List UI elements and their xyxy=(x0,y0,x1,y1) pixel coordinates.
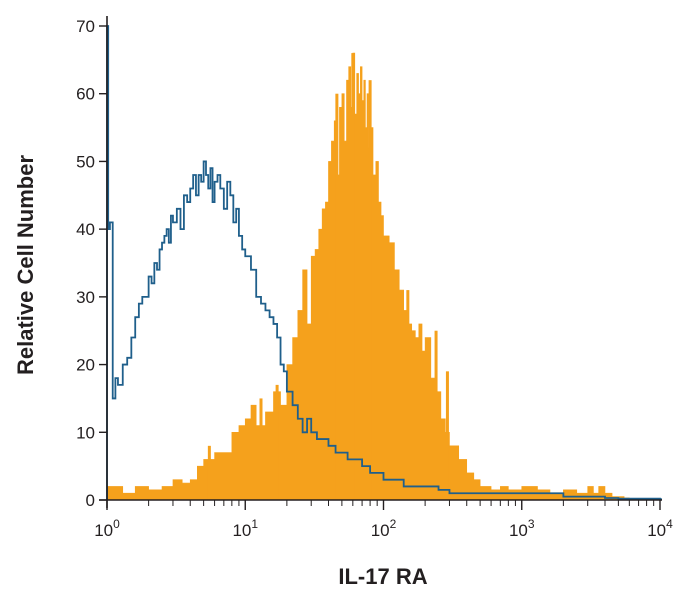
outline-histogram-line xyxy=(106,25,662,501)
y-tick-label-1: 10 xyxy=(76,423,95,442)
filled-histogram-spike-6 xyxy=(406,290,410,500)
filled-histogram-series xyxy=(106,52,632,501)
x-tick-label-1: 101 xyxy=(232,517,258,540)
y-axis-title: Relative Cell Number xyxy=(13,155,38,376)
filled-histogram-spike-3 xyxy=(335,93,339,501)
y-tick-label-4: 40 xyxy=(76,220,95,239)
y-tick-label-5: 50 xyxy=(76,152,95,171)
y-tick-label-0: 0 xyxy=(86,491,95,510)
x-tick-label-2: 102 xyxy=(371,517,397,540)
x-tick-label-0: 100 xyxy=(94,517,120,540)
y-tick-label-7: 70 xyxy=(76,17,95,36)
y-tick-label-6: 60 xyxy=(76,85,95,104)
filled-histogram-spike-5 xyxy=(368,80,372,501)
x-tick-label-4: 104 xyxy=(647,517,673,540)
x-tick-label-3: 103 xyxy=(509,517,535,540)
x-axis-title: IL-17 RA xyxy=(338,564,427,589)
filled-histogram-spike-0 xyxy=(207,445,211,500)
outline-histogram-series xyxy=(106,25,662,501)
filled-histogram-spike-1 xyxy=(259,398,263,500)
filled-histogram-spike-8 xyxy=(445,371,449,500)
filled-histogram-spike-7 xyxy=(434,330,438,500)
filled-histogram-spike-2 xyxy=(275,384,279,500)
filled-histogram-spike-4 xyxy=(351,53,355,501)
y-tick-label-3: 30 xyxy=(76,288,95,307)
y-tick-label-2: 20 xyxy=(76,356,95,375)
